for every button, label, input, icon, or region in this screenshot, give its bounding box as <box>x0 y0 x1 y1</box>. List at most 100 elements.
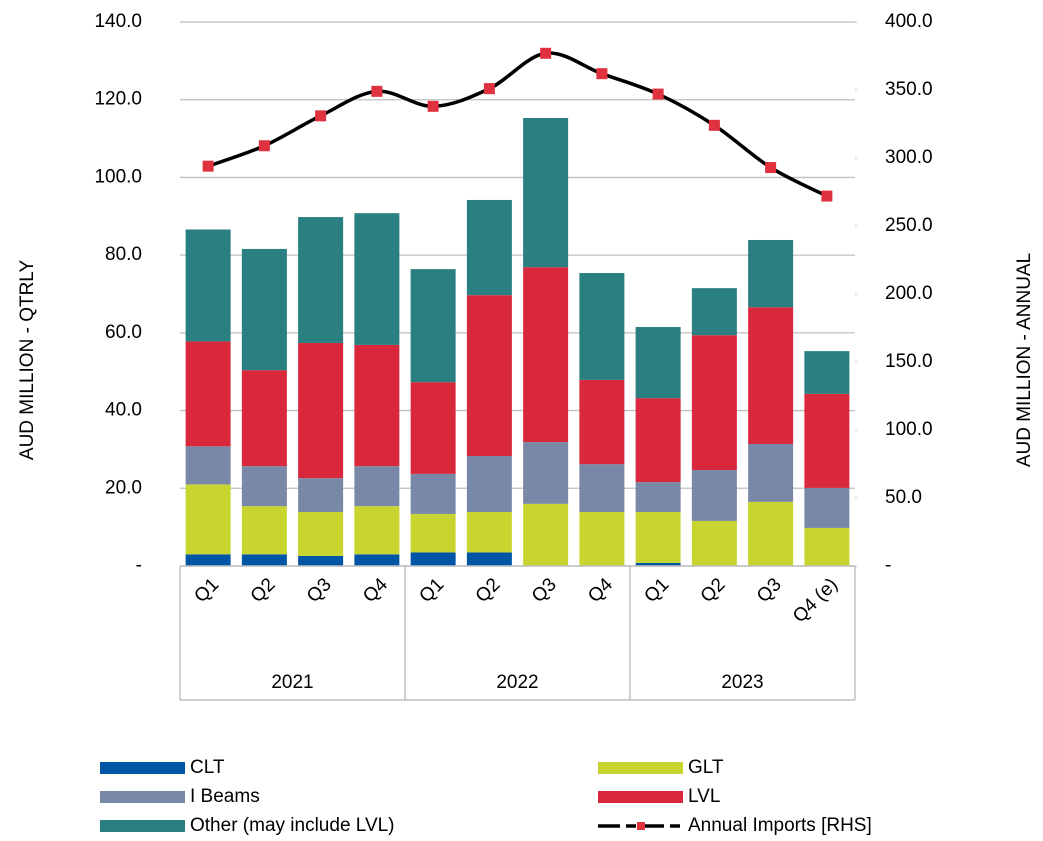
legend-label: GLT <box>688 757 724 778</box>
x-tick-label: Q2 <box>247 574 280 607</box>
legend-swatch <box>100 762 185 774</box>
bar-segment <box>241 370 287 467</box>
bar-segment <box>804 351 850 394</box>
x-tick-label: Q2 <box>697 574 730 607</box>
line-marker <box>371 85 383 97</box>
legend-label: CLT <box>190 757 225 778</box>
bar-segment <box>410 513 456 553</box>
bar-segment <box>241 248 287 371</box>
y2-tick-label: 200.0 <box>885 283 933 304</box>
bar-segment <box>579 464 625 512</box>
bar-segment <box>298 342 344 479</box>
bar-segment <box>748 443 794 502</box>
x-tick-label: Q4 <box>359 574 392 607</box>
bar-segment <box>635 398 681 483</box>
x-tick-label: Q1 <box>415 574 448 607</box>
bar-segment <box>748 307 794 444</box>
bar-segment <box>241 506 287 555</box>
bar-segment <box>185 484 231 555</box>
legend-label: Other (may include LVL) <box>190 815 395 836</box>
bar-segment <box>691 520 737 566</box>
bar-segment <box>523 267 569 443</box>
x-tick-label: Q3 <box>528 574 561 607</box>
bar-segment <box>466 552 512 566</box>
bar-segment <box>635 482 681 512</box>
legend-marker <box>637 822 645 830</box>
bar-segment <box>354 213 400 345</box>
y2-tick-label: 100.0 <box>885 419 933 440</box>
bar-segment <box>466 199 512 296</box>
bar-segment <box>298 217 344 343</box>
y2-axis-title: AUD MILLION - ANNUAL <box>1014 253 1035 467</box>
bar-segment <box>354 554 400 566</box>
y-tick-label: 140.0 <box>94 11 142 32</box>
line-marker <box>258 140 270 152</box>
bar-segment <box>804 527 850 566</box>
bar-segment <box>523 442 569 504</box>
bar-segment <box>748 501 794 566</box>
group-label: 2023 <box>721 672 763 693</box>
bar-segment <box>354 506 400 555</box>
legend-swatch <box>598 762 683 774</box>
bar-segment <box>185 341 231 447</box>
group-label: 2022 <box>496 672 538 693</box>
x-tick-label: Q1 <box>190 574 223 607</box>
line <box>207 51 828 198</box>
bar-segment <box>298 511 344 556</box>
bar-segment <box>185 446 231 485</box>
bar-segment <box>523 503 569 566</box>
y2-tick-label: - <box>885 555 891 576</box>
legend-label: I Beams <box>190 786 260 807</box>
bar-segment <box>466 456 512 512</box>
y-tick-label: 100.0 <box>94 166 142 187</box>
line-marker <box>202 160 214 172</box>
legend-swatch <box>598 791 683 803</box>
x-tick-label: Q3 <box>753 574 786 607</box>
y-tick-label: - <box>136 555 142 576</box>
bar-segment <box>410 473 456 514</box>
x-tick-label: Q3 <box>303 574 336 607</box>
y2-tick-label: 400.0 <box>885 11 933 32</box>
bar-segment <box>635 562 681 566</box>
line-marker <box>821 190 833 202</box>
bar-segment <box>691 335 737 471</box>
y2-tick-label: 50.0 <box>885 487 922 508</box>
legend-label: LVL <box>688 786 720 807</box>
bar-segment <box>298 555 344 566</box>
line-marker <box>427 100 439 112</box>
y-tick-label: 20.0 <box>105 477 142 498</box>
bar-segment <box>354 344 400 467</box>
bar-segment <box>354 466 400 507</box>
bar-segment <box>185 554 231 566</box>
bar-segment <box>466 511 512 553</box>
group-label: 2021 <box>271 672 313 693</box>
bar-segment <box>804 487 850 528</box>
bar-segment <box>691 288 737 336</box>
y2-tick-label: 300.0 <box>885 147 933 168</box>
y2-tick-label: 250.0 <box>885 215 933 236</box>
bar-segment <box>410 269 456 383</box>
x-tick-label: Q1 <box>640 574 673 607</box>
legend-swatch <box>100 820 185 832</box>
line-marker <box>596 68 608 80</box>
legend-swatch <box>100 791 185 803</box>
y-tick-label: 120.0 <box>94 89 142 110</box>
bar-segment <box>635 511 681 563</box>
bar-segment <box>298 478 344 512</box>
x-tick-label: Q4 (e) <box>789 574 842 627</box>
bar-segment <box>579 379 625 465</box>
bar-segment <box>410 552 456 566</box>
line-marker <box>483 83 495 95</box>
line-marker <box>765 162 777 174</box>
bar-segment <box>466 295 512 457</box>
y-tick-label: 40.0 <box>105 400 142 421</box>
bar-segment <box>748 239 794 308</box>
line-marker <box>540 47 552 59</box>
bar-segment <box>635 327 681 399</box>
bar-segment <box>691 470 737 521</box>
x-tick-label: Q4 <box>584 574 617 607</box>
line-marker <box>315 110 327 122</box>
y-axis-title: AUD MILLION - QTRLY <box>17 260 38 461</box>
bar-segment <box>579 511 625 566</box>
